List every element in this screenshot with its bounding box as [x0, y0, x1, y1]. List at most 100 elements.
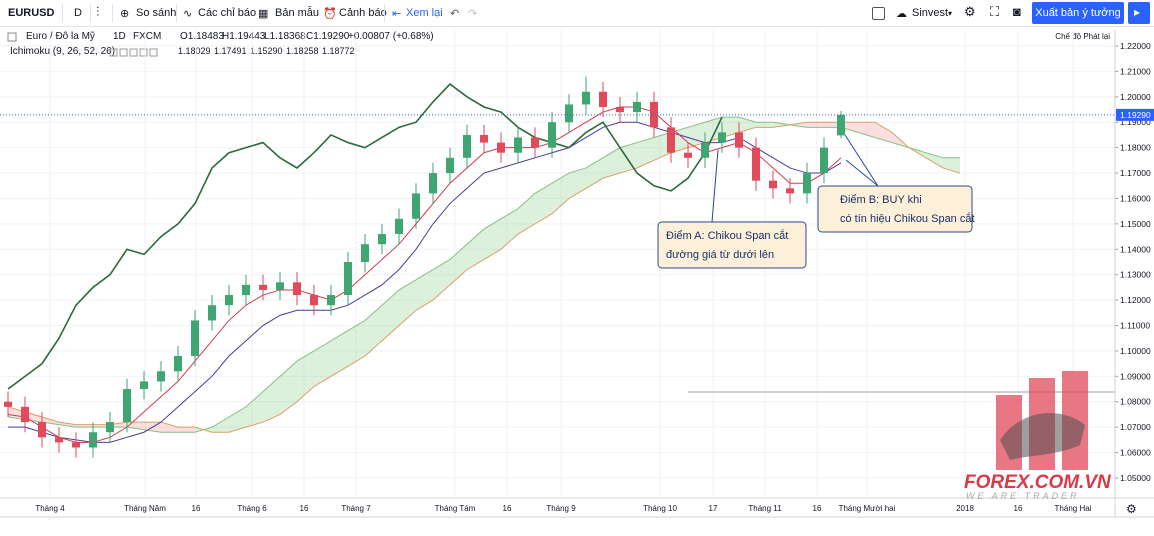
publish-button[interactable]: Xuất bản ý tưởng	[1032, 2, 1124, 24]
cloud-segment	[654, 132, 671, 161]
collapse-toggle[interactable]	[7, 32, 17, 42]
undo-button[interactable]: ↶	[450, 8, 460, 20]
candle-body	[582, 91, 590, 105]
interval[interactable]: D	[74, 7, 82, 19]
indicator-control[interactable]	[109, 48, 118, 57]
candle-body	[803, 173, 811, 194]
candle-body	[684, 152, 692, 158]
candle-body	[310, 295, 318, 306]
candle-body	[191, 320, 199, 357]
x-tick-label: Tháng 6	[237, 504, 267, 513]
templates-icon[interactable]: ▦	[258, 8, 269, 20]
indicator-value: 1.17491	[214, 46, 247, 56]
candle-body	[480, 134, 488, 143]
alerts-button[interactable]: Cảnh báo	[339, 7, 387, 19]
indicators-icon[interactable]: ∿	[183, 8, 193, 20]
candle-body	[89, 432, 97, 448]
indicator-control[interactable]	[119, 48, 128, 57]
compare-icon[interactable]: ⊕	[120, 8, 130, 20]
cloud-segment	[42, 416, 59, 425]
account-caret[interactable]: ▾	[948, 9, 953, 18]
cloud-segment	[433, 259, 450, 301]
x-tick-label: Tháng 9	[546, 504, 576, 513]
candle-body	[429, 173, 437, 194]
change-value: +0.00807 (+0.68%)	[348, 31, 434, 42]
x-tick-label: Tháng Năm	[124, 504, 166, 513]
candle-body	[599, 91, 607, 107]
x-tick-label: Tháng Hai	[1055, 504, 1092, 513]
cloud-segment	[416, 269, 433, 311]
kijun-line	[8, 121, 842, 443]
candle-body	[412, 193, 420, 219]
y-tick-label: 1.12000	[1120, 295, 1151, 305]
annotation-arrow	[711, 149, 719, 223]
cloud-segment	[246, 391, 263, 428]
cloud-segment	[382, 289, 399, 341]
indicator-control[interactable]	[129, 48, 138, 57]
candle-body	[21, 406, 29, 423]
cloud-segment	[297, 350, 314, 402]
cloud-segment	[212, 416, 229, 433]
annotation-text: đường giá từ dưới lên	[666, 249, 774, 261]
candle-body	[565, 104, 573, 123]
separator	[90, 4, 91, 22]
candle-body	[242, 284, 250, 296]
cloud-icon[interactable]: ☁	[896, 8, 907, 20]
account-button[interactable]: Sinvest	[912, 7, 949, 19]
expand-button[interactable]: ⛶	[990, 4, 1000, 19]
symbol[interactable]: EURUSD	[8, 7, 55, 19]
cloud-segment	[756, 122, 773, 128]
x-tick-label: 16	[1014, 504, 1023, 513]
candle-body	[395, 218, 403, 235]
indicators-button[interactable]: Các chỉ báo	[198, 7, 257, 19]
axis-settings-button[interactable]: ⚙	[1126, 502, 1137, 516]
x-tick-label: 16	[300, 504, 309, 513]
indicator-value: 1.18029	[178, 46, 211, 56]
settings-button[interactable]: ⚙	[964, 4, 976, 19]
candle-body	[786, 188, 794, 194]
compare-button[interactable]: So sánh	[136, 7, 177, 19]
toolbar: EURUSD D ⫶ ⊕ So sánh ∿ Các chỉ báo ▦ Bản…	[0, 0, 1154, 27]
replay-icon[interactable]: ⇤	[392, 8, 402, 20]
cloud-segment	[467, 228, 484, 270]
indicator-control[interactable]	[149, 48, 158, 57]
annotation-box	[657, 221, 807, 269]
cloud-segment	[875, 122, 892, 143]
fullscreen-toggle[interactable]	[872, 7, 885, 20]
cloud-segment	[807, 122, 824, 128]
cloud-segment	[161, 422, 178, 433]
indicator-value: 1.15290	[250, 46, 283, 56]
cloud-segment	[637, 137, 654, 168]
bar-style-icon[interactable]: ⫶	[96, 4, 100, 19]
candle-body	[735, 132, 743, 148]
y-tick-label: 1.17000	[1120, 168, 1151, 178]
candle-body	[531, 137, 539, 148]
separator	[176, 4, 177, 22]
snapshot-button[interactable]: ◙	[1013, 4, 1021, 19]
separator	[62, 4, 63, 22]
y-tick-label: 1.21000	[1120, 66, 1151, 76]
symbol-name: Euro / Đô la Mỹ	[26, 31, 95, 42]
cloud-segment	[110, 422, 127, 428]
redo-button[interactable]: ↷	[468, 8, 478, 20]
play-icon: ▸	[1134, 5, 1141, 19]
candle-body	[327, 295, 335, 306]
indicator-control[interactable]	[139, 48, 148, 57]
cloud-segment	[790, 122, 807, 128]
candle-body	[514, 137, 522, 153]
replay-button[interactable]: Xem lại	[406, 7, 443, 19]
candle-body	[361, 244, 369, 262]
x-tick-label: 17	[709, 504, 718, 513]
exchange: FXCM	[133, 31, 161, 42]
candle-body	[276, 282, 284, 290]
templates-button[interactable]: Bản mẫu	[275, 7, 320, 19]
candle-body	[837, 114, 845, 136]
candle-body	[463, 134, 471, 158]
candle-body	[446, 157, 454, 174]
candle-body	[55, 437, 63, 443]
replay-mode-label: Chế độ Phát lại	[1055, 32, 1110, 41]
alerts-icon[interactable]: ⏰	[323, 8, 337, 20]
play-button[interactable]: ▸	[1128, 2, 1150, 24]
cloud-segment	[722, 117, 739, 138]
